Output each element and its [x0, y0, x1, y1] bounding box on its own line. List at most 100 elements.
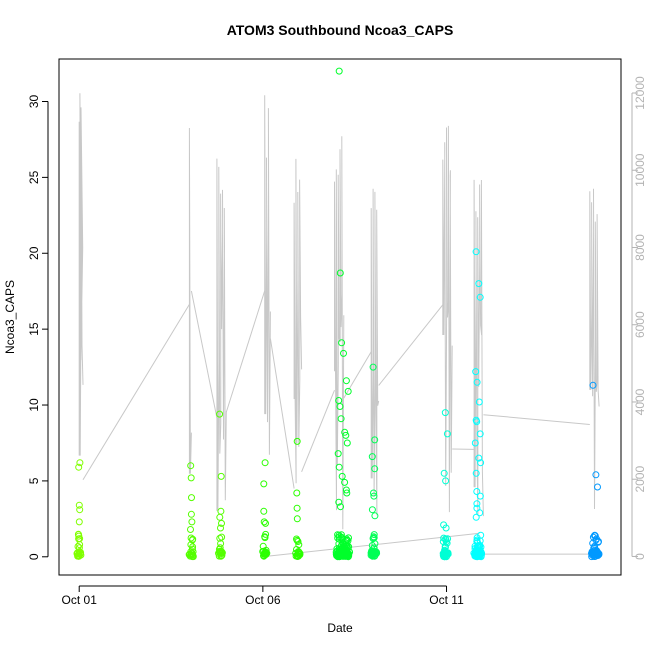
secondary-series-layer — [78, 93, 600, 557]
x-axis-label: Date — [327, 621, 353, 635]
data-point — [443, 539, 451, 547]
secondary-series-connector — [190, 290, 218, 418]
data-point — [335, 463, 343, 471]
data-point — [342, 486, 350, 494]
data-point — [337, 503, 344, 511]
data-point — [293, 504, 301, 512]
secondary-series-spikes — [264, 95, 271, 455]
data-point — [335, 498, 343, 506]
data-point — [594, 483, 601, 491]
data-point — [261, 534, 269, 542]
y-tick-label: 25 — [27, 170, 41, 184]
data-point — [216, 513, 224, 521]
data-point — [476, 492, 484, 500]
data-point — [343, 535, 350, 543]
y2-tick-label: 0 — [633, 553, 647, 560]
secondary-series-connector — [483, 414, 590, 425]
data-point — [473, 418, 481, 426]
data-point — [338, 472, 346, 480]
x-tick-label: Oct 11 — [429, 593, 464, 607]
data-point — [591, 531, 599, 539]
data-point — [477, 531, 485, 539]
secondary-series-spikes — [293, 158, 303, 484]
data-point — [340, 349, 347, 357]
data-point — [262, 519, 269, 527]
data-point — [476, 546, 484, 554]
data-point — [477, 459, 485, 467]
data-point — [343, 489, 351, 497]
data-point — [293, 536, 301, 544]
y2-tick-label: 6000 — [633, 311, 647, 338]
secondary-series-spikes — [473, 179, 484, 517]
data-point — [188, 545, 196, 553]
y-axis-label: Ncoa3_CAPS — [3, 280, 17, 354]
data-point — [472, 513, 480, 521]
secondary-series-connector — [269, 338, 295, 489]
data-point — [216, 534, 224, 542]
data-point — [188, 494, 195, 502]
secondary-series-connector — [343, 351, 372, 399]
data-point — [371, 548, 379, 555]
secondary-series-spikes — [442, 125, 453, 513]
data-point — [371, 512, 379, 520]
data-point — [217, 540, 225, 547]
data-point — [216, 544, 224, 552]
data-point — [476, 541, 484, 549]
data-point — [341, 428, 349, 436]
y2-tick-label: 4000 — [633, 388, 647, 415]
data-point — [75, 463, 83, 471]
data-point — [476, 509, 484, 517]
x-tick-label: Oct 01 — [62, 593, 98, 607]
data-point — [336, 403, 344, 410]
y2-tick-label: 2000 — [633, 466, 647, 493]
data-point — [75, 531, 82, 538]
data-point — [475, 398, 483, 406]
data-point — [293, 489, 301, 497]
data-point — [262, 546, 270, 554]
data-points-layer — [73, 67, 603, 561]
data-point — [75, 518, 83, 526]
axes-layer: 0 5 10 15 20 25 30 0 2000 4000 6000 8000 10000 12000 O… — [27, 76, 647, 607]
data-point — [342, 549, 350, 557]
data-point — [293, 437, 301, 445]
data-point — [187, 526, 194, 533]
data-point — [442, 535, 450, 543]
y2-tick-label: 10000 — [633, 153, 647, 187]
data-point — [218, 519, 225, 527]
y2-tick-label: 12000 — [633, 76, 647, 110]
data-point — [592, 547, 600, 555]
data-point — [75, 501, 83, 509]
data-point — [187, 534, 195, 542]
secondary-series-spikes — [370, 188, 380, 516]
data-point — [441, 543, 449, 551]
data-point — [594, 538, 602, 546]
data-point — [370, 533, 378, 541]
secondary-series-spikes — [334, 136, 345, 530]
data-point — [260, 518, 268, 526]
data-point — [592, 536, 600, 544]
data-point — [342, 377, 350, 385]
data-point — [294, 538, 302, 545]
data-point — [473, 378, 481, 386]
data-point — [441, 409, 449, 417]
data-point — [442, 477, 450, 485]
data-point — [476, 293, 484, 301]
data-point — [441, 552, 449, 560]
data-point — [218, 533, 226, 541]
data-point — [74, 543, 82, 550]
data-point — [370, 492, 378, 500]
data-point — [344, 387, 352, 395]
data-point — [370, 544, 378, 552]
y2-tick-label: 8000 — [633, 234, 647, 261]
data-point — [369, 363, 377, 371]
data-point — [440, 469, 448, 477]
data-point — [76, 541, 84, 549]
data-point — [476, 430, 484, 438]
data-point — [473, 488, 481, 495]
data-point — [75, 552, 83, 560]
data-point — [293, 515, 301, 523]
secondary-series-connector — [301, 390, 335, 472]
secondary-series-connector — [378, 304, 444, 386]
data-point — [371, 436, 379, 444]
data-point — [368, 506, 376, 514]
